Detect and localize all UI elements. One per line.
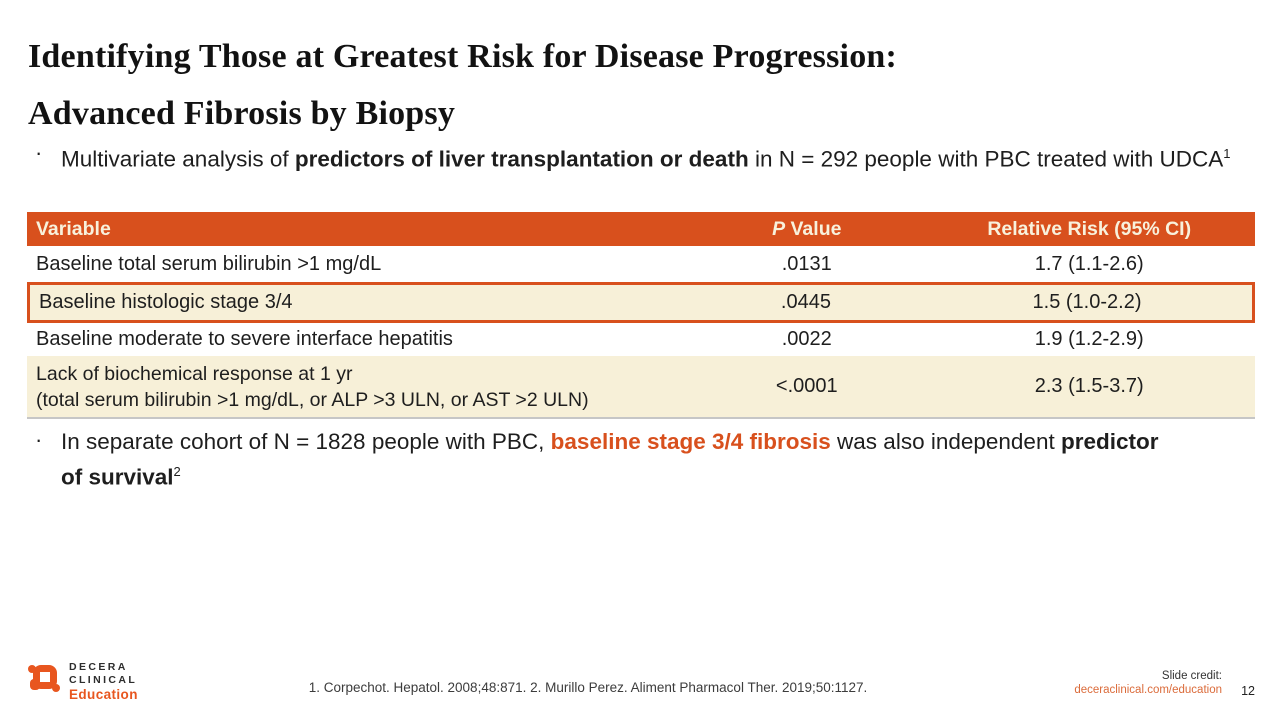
bullet2-highlight: baseline stage 3/4 fibrosis <box>550 429 831 454</box>
bullet2-text: In separate cohort of N = 1828 people wi… <box>61 427 1183 493</box>
decera-logo-icon <box>27 660 61 696</box>
cell-p-value: <.0001 <box>775 375 838 397</box>
cell-relative-risk: 1.5 (1.0-2.2) <box>1032 291 1142 313</box>
slide-credit: Slide credit: deceraclinical.com/educati… <box>1074 669 1222 698</box>
cell-p-value: .0131 <box>781 252 832 275</box>
bullet2-mid: was also independent <box>830 429 1061 454</box>
header-variable: Variable <box>36 217 111 240</box>
cell-relative-risk: 2.3 (1.5-3.7) <box>1034 375 1144 397</box>
bullet1-text: Multivariate analysis of predictors of l… <box>61 140 1263 174</box>
header-relative-risk: Relative Risk (95% CI) <box>987 217 1192 240</box>
cell-variable-line1: Lack of biochemical response at 1 yr <box>36 362 353 385</box>
title-line-2: Advanced Fibrosis by Biopsy <box>28 95 456 132</box>
cell-variable-line2: (total serum bilirubin >1 mg/dL, or ALP … <box>36 388 589 411</box>
logo-line-education: Education <box>69 687 138 702</box>
bullet2-reference-marker: 2 <box>173 464 181 479</box>
page-number: 12 <box>1241 684 1255 698</box>
bullet1-reference-marker: 1 <box>1223 146 1231 161</box>
table-row-bilirubin: Baseline total serum bilirubin >1 mg/dL … <box>27 246 1255 282</box>
bullet-marker: · <box>35 427 43 452</box>
table-header-row: Variable P Value Relative Risk (95% CI) <box>27 212 1255 246</box>
bullet-marker: · <box>35 140 43 165</box>
bullet2-pre: In separate cohort of N = 1828 people wi… <box>61 429 551 454</box>
cell-variable: Lack of biochemical response at 1 yr (to… <box>27 361 690 413</box>
header-p-rest: Value <box>790 217 842 240</box>
slide-credit-label: Slide credit: <box>1161 670 1222 682</box>
logo-line-clinical: CLINICAL <box>69 674 138 686</box>
bullet1-post: in N = 292 people with PBC treated with … <box>748 146 1224 172</box>
risk-factors-table: Variable P Value Relative Risk (95% CI) … <box>27 212 1255 419</box>
bullet1-pre: Multivariate analysis of <box>61 146 295 172</box>
bullet-separate-cohort: · In separate cohort of N = 1828 people … <box>33 427 1183 493</box>
cell-variable: Baseline histologic stage 3/4 <box>39 291 293 313</box>
cell-p-value: .0022 <box>781 328 832 350</box>
cell-p-value: .0445 <box>780 291 831 313</box>
decera-clinical-logo: DECERA CLINICAL Education <box>27 660 138 703</box>
cell-relative-risk: 1.9 (1.2-2.9) <box>1034 328 1144 350</box>
cell-variable: Baseline total serum bilirubin >1 mg/dL <box>36 252 382 275</box>
title-line-1: Identifying Those at Greatest Risk for D… <box>28 38 898 75</box>
slide-credit-link[interactable]: deceraclinical.com/education <box>1074 684 1222 696</box>
reference-citation: 1. Corpechot. Hepatol. 2008;48:871. 2. M… <box>308 680 868 695</box>
table-row-biochemical-response: Lack of biochemical response at 1 yr (to… <box>27 356 1255 419</box>
bullet2-bold: predictor of survival <box>61 429 1159 490</box>
header-p-italic: P <box>772 217 786 240</box>
table-row-histologic-stage-highlighted: Baseline histologic stage 3/4 .0445 1.5 … <box>27 282 1255 323</box>
bullet-multivariate-analysis: · Multivariate analysis of predictors of… <box>33 140 1263 174</box>
cell-relative-risk: 1.7 (1.1-2.6) <box>1034 252 1144 275</box>
page-title: Identifying Those at Greatest Risk for D… <box>28 28 897 142</box>
header-p-value: P Value <box>690 218 923 241</box>
logo-text: DECERA CLINICAL Education <box>69 660 138 703</box>
cell-variable: Baseline moderate to severe interface he… <box>36 328 453 350</box>
bullet1-bold: predictors of liver transplantation or d… <box>294 146 749 172</box>
logo-line-decera: DECERA <box>69 661 128 673</box>
table-row-interface-hepatitis: Baseline moderate to severe interface he… <box>27 323 1255 356</box>
